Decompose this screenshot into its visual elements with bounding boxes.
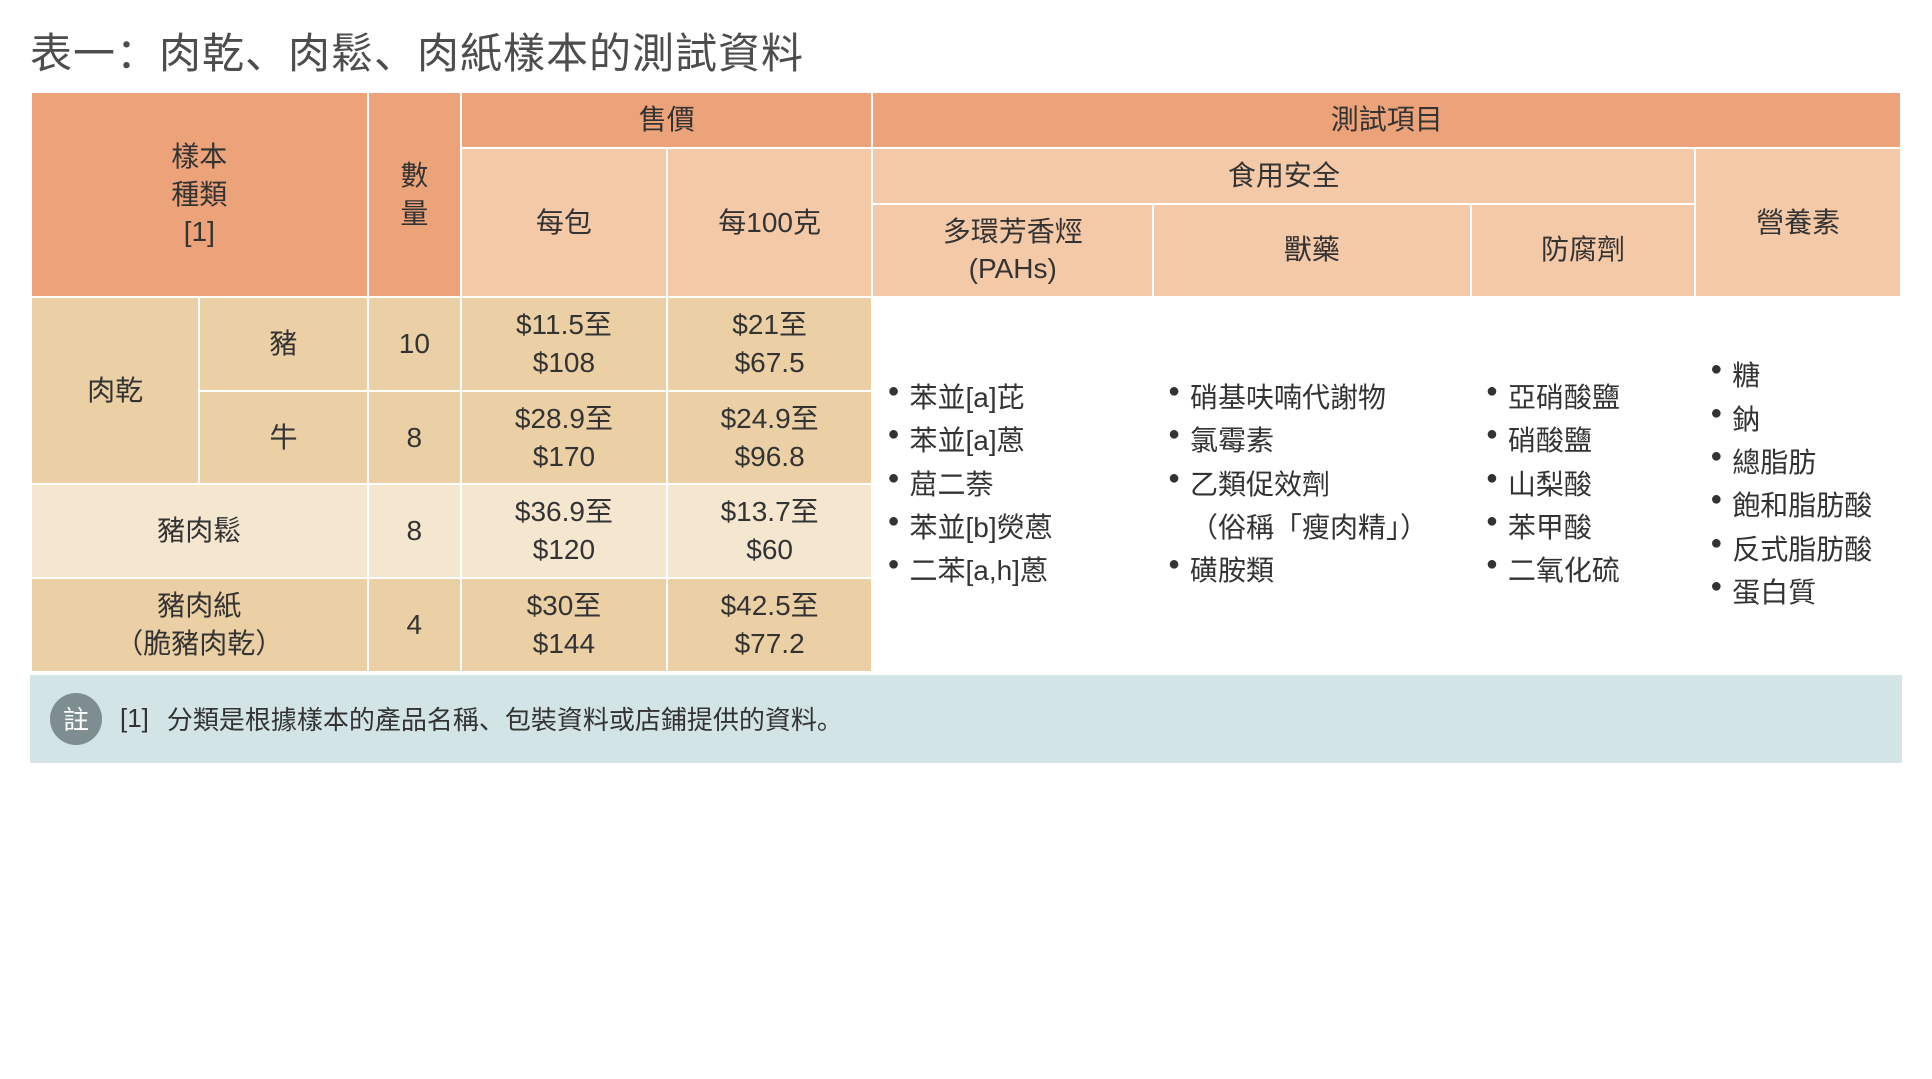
bullet-item: 硝基呋喃代謝物 bbox=[1168, 376, 1464, 419]
hdr-food-safety: 食用安全 bbox=[872, 148, 1695, 204]
hdr-qty: 數量 bbox=[368, 92, 462, 297]
hdr-sample-type: 樣本種類[1] bbox=[31, 92, 368, 297]
cell-r2-qty: 8 bbox=[368, 391, 462, 485]
bullet-item: 亞硝酸鹽 bbox=[1486, 376, 1688, 419]
bullet-item: 磺胺類 bbox=[1168, 549, 1464, 592]
bullet-item: 二苯[a,h]蒽 bbox=[887, 549, 1146, 592]
bullet-item: 苯甲酸 bbox=[1486, 506, 1688, 549]
hdr-preserv: 防腐劑 bbox=[1471, 204, 1695, 298]
cell-nutrient-list: 糖鈉總脂肪飽和脂肪酸反式脂肪酸蛋白質 bbox=[1695, 297, 1901, 671]
cell-r2-pack: $28.9至$170 bbox=[461, 391, 667, 485]
hdr-vet: 獸藥 bbox=[1153, 204, 1471, 298]
bullet-item: 䓛二萘 bbox=[887, 463, 1146, 506]
bullet-item: 硝酸鹽 bbox=[1486, 419, 1688, 462]
cell-beef: 牛 bbox=[199, 391, 367, 485]
cell-r2-per100: $24.9至$96.8 bbox=[667, 391, 873, 485]
bullet-item: 山梨酸 bbox=[1486, 463, 1688, 506]
footnote-text: 分類是根據樣本的產品名稱、包裝資料或店鋪提供的資料。 bbox=[167, 700, 843, 737]
hdr-nutrients: 營養素 bbox=[1695, 148, 1901, 297]
bullet-item: 乙類促效劑 bbox=[1168, 463, 1464, 506]
hdr-pahs: 多環芳香烴(PAHs) bbox=[872, 204, 1153, 298]
cell-r3-pack: $36.9至$120 bbox=[461, 484, 667, 578]
hdr-per-100g: 每100克 bbox=[667, 148, 873, 297]
data-table: 樣本種類[1] 數量 售價 測試項目 每包 每100克 食用安全 營養素 多環芳… bbox=[30, 91, 1902, 673]
cell-r4-per100: $42.5至$77.2 bbox=[667, 578, 873, 672]
bullet-item: 飽和脂肪酸 bbox=[1710, 484, 1894, 527]
hdr-test-items: 測試項目 bbox=[872, 92, 1901, 148]
footnote-ref: [1] bbox=[120, 703, 149, 734]
bullet-item: 鈉 bbox=[1710, 398, 1894, 441]
cell-r4-qty: 4 bbox=[368, 578, 462, 672]
cell-r3-per100: $13.7至$60 bbox=[667, 484, 873, 578]
bullet-item: 苯並[a]芘 bbox=[887, 376, 1146, 419]
bullet-item: 反式脂肪酸 bbox=[1710, 528, 1894, 571]
cell-r3-qty: 8 bbox=[368, 484, 462, 578]
hdr-per-pack: 每包 bbox=[461, 148, 667, 297]
bullet-item: 氯霉素 bbox=[1168, 419, 1464, 462]
bullet-item: 苯並[a]蒽 bbox=[887, 419, 1146, 462]
bullet-item: 苯並[b]熒蒽 bbox=[887, 506, 1146, 549]
cell-r1-qty: 10 bbox=[368, 297, 462, 391]
cell-pork-floss: 豬肉鬆 bbox=[31, 484, 368, 578]
cell-r1-per100: $21至$67.5 bbox=[667, 297, 873, 391]
cell-jerky: 肉乾 bbox=[31, 297, 199, 484]
bullet-item: 蛋白質 bbox=[1710, 571, 1894, 614]
hdr-price: 售價 bbox=[461, 92, 872, 148]
bullet-item: 二氧化硫 bbox=[1486, 549, 1688, 592]
cell-pork-paper: 豬肉紙（脆豬肉乾） bbox=[31, 578, 368, 672]
note-badge: 註 bbox=[50, 693, 102, 745]
bullet-item: 總脂肪 bbox=[1710, 441, 1894, 484]
bullet-item: 糖 bbox=[1710, 354, 1894, 397]
cell-vet-list: 硝基呋喃代謝物氯霉素乙類促效劑（俗稱「瘦肉精」）磺胺類 bbox=[1153, 297, 1471, 671]
cell-pahs-list: 苯並[a]芘苯並[a]蒽䓛二萘苯並[b]熒蒽二苯[a,h]蒽 bbox=[872, 297, 1153, 671]
cell-r4-pack: $30至$144 bbox=[461, 578, 667, 672]
footnote-bar: 註 [1] 分類是根據樣本的產品名稱、包裝資料或店鋪提供的資料。 bbox=[30, 675, 1902, 763]
table-title: 表一：肉乾、肉鬆、肉紙樣本的測試資料 bbox=[30, 20, 1902, 81]
cell-r1-pack: $11.5至$108 bbox=[461, 297, 667, 391]
cell-preserv-list: 亞硝酸鹽硝酸鹽山梨酸苯甲酸二氧化硫 bbox=[1471, 297, 1695, 671]
cell-pork: 豬 bbox=[199, 297, 367, 391]
